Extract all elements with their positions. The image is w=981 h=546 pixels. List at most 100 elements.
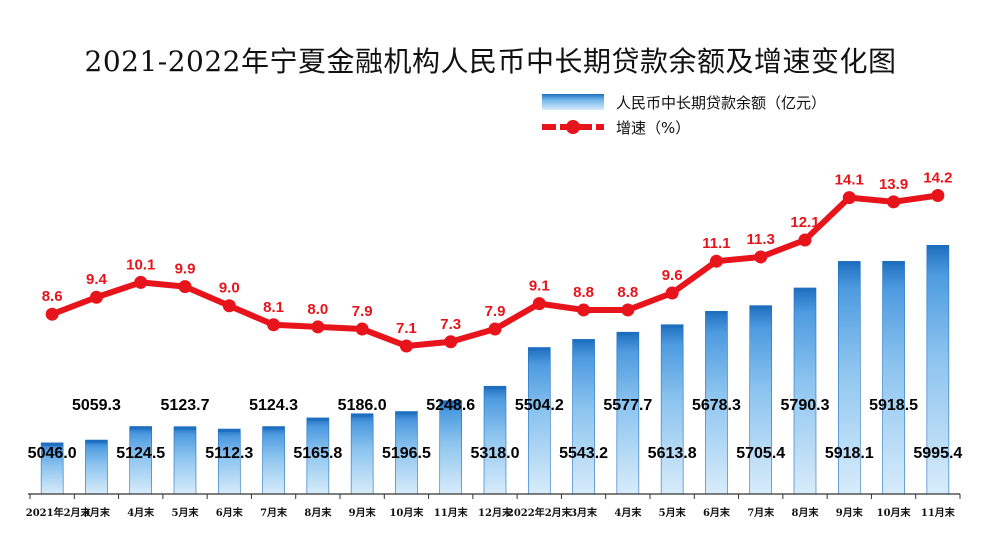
bar-9 — [439, 400, 463, 495]
bars-layer — [40, 244, 950, 495]
growth-label-0: 8.6 — [42, 288, 63, 305]
growth-point-13 — [621, 303, 635, 317]
bar-cap-4 — [218, 429, 241, 433]
growth-point-18 — [842, 191, 856, 205]
growth-label-19: 13.9 — [879, 176, 908, 193]
growth-label-18: 14.1 — [835, 172, 864, 189]
bar-cap-11 — [528, 347, 551, 351]
bar-label-16: 5705.4 — [736, 445, 785, 462]
growth-point-1 — [89, 290, 103, 304]
bar-cap-15 — [705, 311, 728, 315]
bar-label-5: 5124.3 — [249, 397, 298, 414]
x-tick-label-11: 2022年2月末 — [507, 506, 573, 519]
growth-label-9: 7.3 — [440, 316, 461, 333]
growth-point-12 — [577, 303, 591, 317]
bar-label-13: 5577.7 — [603, 397, 652, 414]
bar-cap-2 — [129, 426, 152, 430]
chart-title: 2021-2022年宁夏金融机构人民币中长期贷款余额及增速变化图 — [84, 45, 897, 78]
bar-12 — [572, 339, 595, 495]
legend-label-growth: 增速（%） — [616, 118, 691, 137]
x-tick-label-20: 11月末 — [921, 506, 956, 519]
bar-17 — [793, 287, 817, 495]
bar-label-20: 5995.4 — [913, 445, 962, 462]
bar-cap-12 — [572, 339, 595, 343]
x-tick-label-15: 6月末 — [703, 506, 731, 519]
bar-label-19: 5918.5 — [869, 397, 918, 414]
bar-label-11: 5504.2 — [515, 397, 564, 414]
growth-point-11 — [532, 297, 546, 311]
growth-label-5: 8.1 — [263, 299, 284, 316]
growth-label-8: 7.1 — [396, 320, 417, 337]
legend-bar-swatch — [542, 94, 604, 110]
bar-label-15: 5678.3 — [692, 397, 741, 414]
x-tick-label-0: 2021年2月末 — [26, 506, 92, 519]
growth-label-14: 9.6 — [662, 267, 683, 284]
growth-label-2: 10.1 — [126, 256, 155, 273]
bar-cap-9 — [439, 400, 462, 404]
bar-label-7: 5186.0 — [338, 397, 387, 414]
bar-label-8: 5196.5 — [382, 445, 431, 462]
x-tick-label-19: 10月末 — [877, 506, 912, 519]
growth-label-6: 8.0 — [307, 301, 328, 318]
growth-label-12: 8.8 — [573, 284, 594, 301]
legend-item-growth: 增速（%） — [542, 116, 690, 138]
bar-label-2: 5124.5 — [116, 445, 165, 462]
bar-label-12: 5543.2 — [559, 445, 608, 462]
legend-label-balance: 人民币中长期贷款余额（亿元） — [616, 93, 827, 112]
bar-label-1: 5059.3 — [72, 397, 121, 414]
x-tick-label-3: 5月末 — [172, 506, 200, 519]
growth-label-10: 7.9 — [485, 303, 506, 320]
bar-cap-13 — [616, 332, 639, 336]
x-tick-label-16: 7月末 — [747, 506, 775, 519]
legend-item-balance: 人民币中长期贷款余额（亿元） — [542, 91, 826, 113]
bar-label-3: 5123.7 — [161, 397, 210, 414]
bar-label-0: 5046.0 — [28, 445, 77, 462]
growth-labels-layer: 8.6 9.4 10.1 9.9 9.0 8.1 8.0 7.9 7.1 7.3 7.9 9.1 8.8… — [42, 169, 953, 337]
x-tick-label-18: 9月末 — [836, 506, 864, 519]
bar-cap-18 — [838, 261, 861, 265]
growth-label-7: 7.9 — [352, 303, 373, 320]
growth-point-15 — [709, 254, 723, 268]
growth-label-17: 12.1 — [790, 214, 819, 231]
bar-cap-16 — [749, 305, 772, 309]
bar-10 — [483, 385, 507, 495]
growth-label-3: 9.9 — [175, 261, 196, 278]
bar-label-17: 5790.3 — [781, 397, 830, 414]
bar-3 — [173, 426, 197, 495]
bar-cap-20 — [926, 245, 949, 249]
growth-label-11: 9.1 — [529, 278, 550, 295]
x-tick-label-13: 4月末 — [614, 506, 642, 519]
growth-point-14 — [665, 286, 679, 300]
growth-point-16 — [754, 250, 768, 264]
growth-point-7 — [355, 322, 369, 336]
bar-16 — [749, 305, 773, 495]
bar-cap-3 — [174, 426, 196, 430]
x-tick-label-8: 10月末 — [389, 506, 424, 519]
bar-cap-0 — [41, 442, 64, 446]
x-tick-label-17: 8月末 — [792, 506, 820, 519]
bar-label-6: 5165.8 — [293, 445, 342, 462]
x-tick-label-4: 6月末 — [216, 506, 244, 519]
growth-point-5 — [267, 318, 281, 332]
bar-cap-10 — [484, 386, 506, 390]
growth-point-8 — [399, 339, 413, 353]
growth-point-0 — [45, 307, 59, 321]
x-tick-label-9: 11月末 — [434, 506, 469, 519]
growth-label-16: 11.3 — [747, 231, 775, 248]
bar-labels-layer: 5046.0 5059.3 5124.5 5123.7 5112.3 5124.3 5165… — [28, 397, 963, 462]
growth-line-layer — [45, 188, 945, 353]
growth-label-1: 9.4 — [86, 271, 108, 288]
bar-label-4: 5112.3 — [205, 445, 253, 462]
growth-point-17 — [798, 233, 812, 247]
bar-cap-7 — [351, 413, 374, 417]
growth-label-15: 11.1 — [702, 235, 730, 252]
growth-point-20 — [931, 188, 945, 202]
growth-point-3 — [178, 280, 192, 294]
growth-point-4 — [222, 299, 236, 313]
growth-label-4: 9.0 — [219, 280, 240, 297]
bar-7 — [350, 413, 374, 495]
bar-cap-17 — [794, 287, 816, 291]
growth-point-6 — [311, 320, 325, 334]
